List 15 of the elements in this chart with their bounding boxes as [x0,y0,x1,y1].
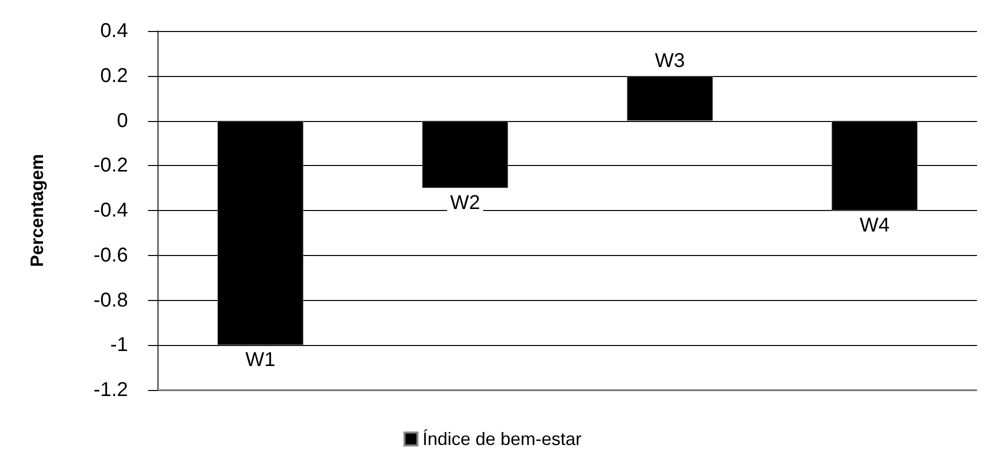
y-axis-title: Percentagem [27,154,47,268]
y-tick-label: -0.8 [94,289,128,312]
y-tick-label: 0.2 [100,64,128,87]
legend-label: Índice de bem-estar [422,429,582,449]
y-tick-label: 0 [116,110,128,132]
x-tick-label: W2 [450,192,480,214]
y-tick-label: -0.2 [94,154,128,177]
y-tick-label: -0.4 [94,200,128,222]
y-tick-label: -1 [110,334,128,356]
x-tick-label: W3 [654,50,685,72]
y-tick-label: 0.4 [100,20,128,42]
y-tick-label: -1.2 [94,379,128,401]
x-tick-label: W1 [245,349,276,372]
y-tick-label: -0.6 [94,244,128,266]
x-tick-label: W4 [860,214,890,236]
